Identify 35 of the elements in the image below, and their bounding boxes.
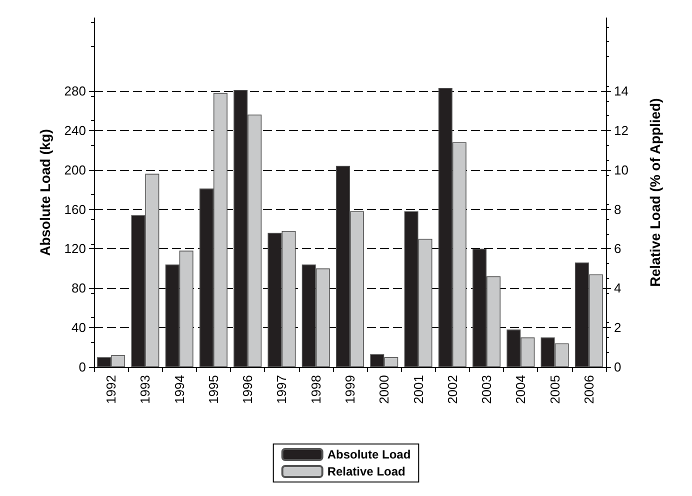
y2-tick-label: 0	[614, 360, 622, 374]
x-tick-label: 1993	[138, 375, 153, 404]
y2-tick-label: 14	[614, 83, 628, 98]
y-axis-title: Absolute Load (kg)	[37, 129, 53, 256]
y2-tick-label: 8	[614, 202, 622, 217]
y-tick-label: 120	[64, 241, 86, 256]
y2-tick-label: 2	[614, 320, 622, 336]
x-tick-label: 1999	[342, 375, 358, 404]
y2-axis-title: Relative Load (% of Applied)	[647, 98, 663, 287]
x-tick-label: 1995	[206, 375, 221, 404]
y-tick-label: 200	[64, 162, 86, 178]
legend-label: Absolute Load	[327, 448, 411, 462]
x-tick-label: 2003	[479, 375, 494, 404]
x-tick-label: 1996	[240, 375, 256, 404]
x-tick-label: 2005	[547, 375, 562, 404]
x-tick-label: 1994	[172, 375, 187, 404]
x-tick-label: 2006	[581, 375, 596, 404]
y2-tick-label: 12	[614, 122, 628, 138]
y2-tick-label: 10	[614, 162, 628, 178]
y-tick-label: 0	[78, 360, 86, 374]
legend-label: Relative Load	[327, 464, 406, 478]
x-tick-label: 1998	[308, 375, 324, 404]
x-tick-label: 2000	[376, 375, 392, 404]
y-tick-label: 280	[64, 83, 86, 98]
x-tick-label: 1997	[274, 375, 290, 404]
x-tick-label: 1992	[104, 375, 119, 404]
y2-tick-label: 4	[614, 280, 622, 296]
x-tick-label: 2002	[444, 375, 460, 404]
y-tick-label: 160	[64, 202, 86, 217]
x-tick-label: 2001	[410, 375, 426, 404]
x-tick-label: 2004	[513, 375, 528, 404]
y2-tick-label: 6	[614, 241, 622, 256]
y-tick-label: 240	[64, 122, 86, 138]
y-tick-label: 80	[72, 280, 86, 296]
y-tick-label: 40	[72, 320, 86, 336]
